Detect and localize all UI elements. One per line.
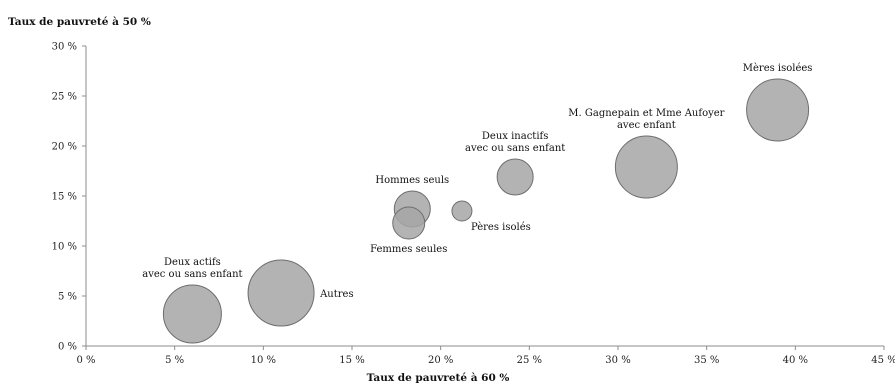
bubble: [746, 78, 810, 142]
x-tick-label: 5 %: [165, 355, 184, 366]
y-tick-labels: 0 % 5 % 10 % 15 % 20 % 25 % 30 %: [52, 42, 86, 353]
bubble: [496, 158, 534, 196]
x-tick-label: 15 %: [339, 355, 364, 366]
bubble-label: avec enfant: [617, 120, 676, 131]
bubble-label: Autres: [319, 289, 354, 300]
bubble-label: avec ou sans enfant: [142, 269, 242, 280]
bubbles: [162, 78, 810, 344]
bubble: [162, 284, 222, 344]
x-tick-label: 40 %: [783, 355, 808, 366]
bubble-label: Femmes seules: [370, 244, 447, 255]
x-tick-label: 35 %: [694, 355, 719, 366]
x-axis-title: Taux de pauvreté à 60 %: [367, 372, 510, 384]
y-tick-label: 20 %: [52, 142, 77, 153]
x-tick-label: 30 %: [605, 355, 630, 366]
x-tick-labels: 0 % 5 % 10 % 15 % 20 % 25 % 30 % 35 % 40 % 45 %: [76, 346, 895, 366]
bubble-label: Hommes seuls: [375, 175, 449, 186]
x-tick-label: 45 %: [871, 355, 895, 366]
bubble: [247, 259, 315, 327]
bubble-label: Deux actifs: [164, 257, 221, 268]
bubble-label: Deux inactifs: [482, 131, 548, 142]
y-tick-label: 10 %: [52, 242, 77, 253]
y-tick-label: 30 %: [52, 42, 77, 53]
bubble-label: Pères isolés: [471, 222, 531, 233]
y-tick-label: 15 %: [52, 192, 77, 203]
bubble: [451, 200, 473, 222]
y-tick-label: 5 %: [58, 292, 77, 303]
x-tick-label: 25 %: [517, 355, 542, 366]
bubble: [392, 206, 426, 240]
y-tick-label: 25 %: [52, 92, 77, 103]
y-axis-title: Taux de pauvreté à 50 %: [8, 16, 151, 28]
x-tick-label: 10 %: [251, 355, 276, 366]
bubble-label: M. Gagnepain et Mme Aufoyer: [568, 108, 724, 119]
bubble: [614, 135, 678, 199]
y-tick-label: 0 %: [58, 342, 77, 353]
x-tick-label: 20 %: [428, 355, 453, 366]
bubble-label: Mères isolées: [743, 63, 813, 74]
bubble-label: avec ou sans enfant: [465, 143, 565, 154]
x-tick-label: 0 %: [76, 355, 95, 366]
